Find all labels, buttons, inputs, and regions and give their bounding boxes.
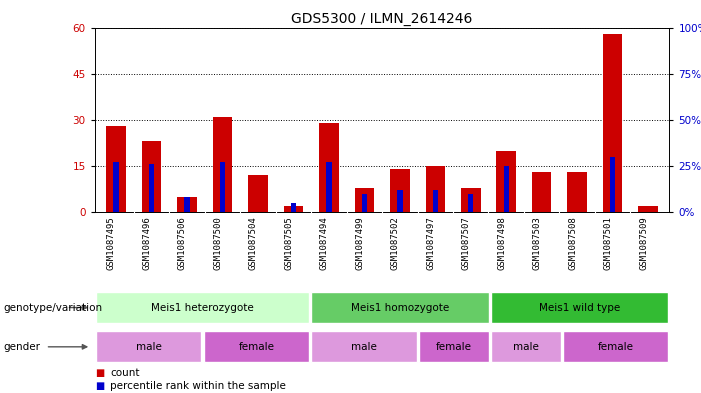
Bar [219, 162, 225, 212]
Bar [567, 172, 587, 212]
Bar [397, 190, 402, 212]
Bar [355, 187, 374, 212]
Text: percentile rank within the sample: percentile rank within the sample [110, 381, 286, 391]
Bar [563, 331, 668, 362]
Text: Meis1 heterozygote: Meis1 heterozygote [151, 303, 254, 312]
Text: Meis1 homozygote: Meis1 homozygote [351, 303, 449, 312]
Text: GSM1087501: GSM1087501 [604, 216, 613, 270]
Title: GDS5300 / ILMN_2614246: GDS5300 / ILMN_2614246 [292, 13, 472, 26]
Text: ■: ■ [95, 381, 104, 391]
Text: GSM1087503: GSM1087503 [533, 216, 542, 270]
Bar [532, 172, 552, 212]
Text: GSM1087507: GSM1087507 [462, 216, 471, 270]
Text: count: count [110, 367, 139, 378]
Text: GSM1087499: GSM1087499 [355, 216, 365, 270]
Text: female: female [436, 342, 472, 352]
Bar [184, 197, 190, 212]
Bar [491, 292, 668, 323]
Text: GSM1087504: GSM1087504 [249, 216, 258, 270]
Bar [311, 292, 489, 323]
Bar [639, 206, 658, 212]
Bar [362, 194, 367, 212]
Bar [461, 187, 480, 212]
Bar [433, 190, 438, 212]
Text: GSM1087497: GSM1087497 [426, 216, 435, 270]
Bar [603, 34, 622, 212]
Bar [212, 117, 232, 212]
Text: GSM1087495: GSM1087495 [107, 216, 116, 270]
Text: GSM1087500: GSM1087500 [213, 216, 222, 270]
Text: Meis1 wild type: Meis1 wild type [539, 303, 620, 312]
Bar [96, 331, 201, 362]
Bar [426, 166, 445, 212]
Text: male: male [351, 342, 377, 352]
Bar [419, 331, 489, 362]
Text: ■: ■ [95, 367, 104, 378]
Text: GSM1087498: GSM1087498 [497, 216, 506, 270]
Text: GSM1087506: GSM1087506 [178, 216, 187, 270]
Bar [311, 331, 417, 362]
Bar [319, 123, 339, 212]
Bar [177, 197, 197, 212]
Bar [248, 175, 268, 212]
Text: male: male [513, 342, 538, 352]
Text: GSM1087509: GSM1087509 [639, 216, 648, 270]
Bar [142, 141, 161, 212]
Bar [291, 203, 296, 212]
Bar [106, 126, 125, 212]
Text: GSM1087508: GSM1087508 [569, 216, 577, 270]
Bar [610, 157, 615, 212]
Text: GSM1087496: GSM1087496 [142, 216, 151, 270]
Bar [491, 331, 561, 362]
Bar [113, 162, 118, 212]
Bar [284, 206, 303, 212]
Bar [468, 194, 473, 212]
Bar [149, 164, 154, 212]
Text: female: female [597, 342, 634, 352]
Bar [96, 292, 309, 323]
Bar [390, 169, 409, 212]
Bar [496, 151, 516, 212]
Bar [326, 162, 332, 212]
Bar [203, 331, 309, 362]
Text: GSM1087502: GSM1087502 [390, 216, 400, 270]
Text: GSM1087505: GSM1087505 [285, 216, 293, 270]
Text: GSM1087494: GSM1087494 [320, 216, 329, 270]
Text: male: male [135, 342, 161, 352]
Text: genotype/variation: genotype/variation [4, 303, 102, 312]
Text: gender: gender [4, 342, 41, 352]
Text: female: female [238, 342, 274, 352]
Bar [503, 166, 509, 212]
